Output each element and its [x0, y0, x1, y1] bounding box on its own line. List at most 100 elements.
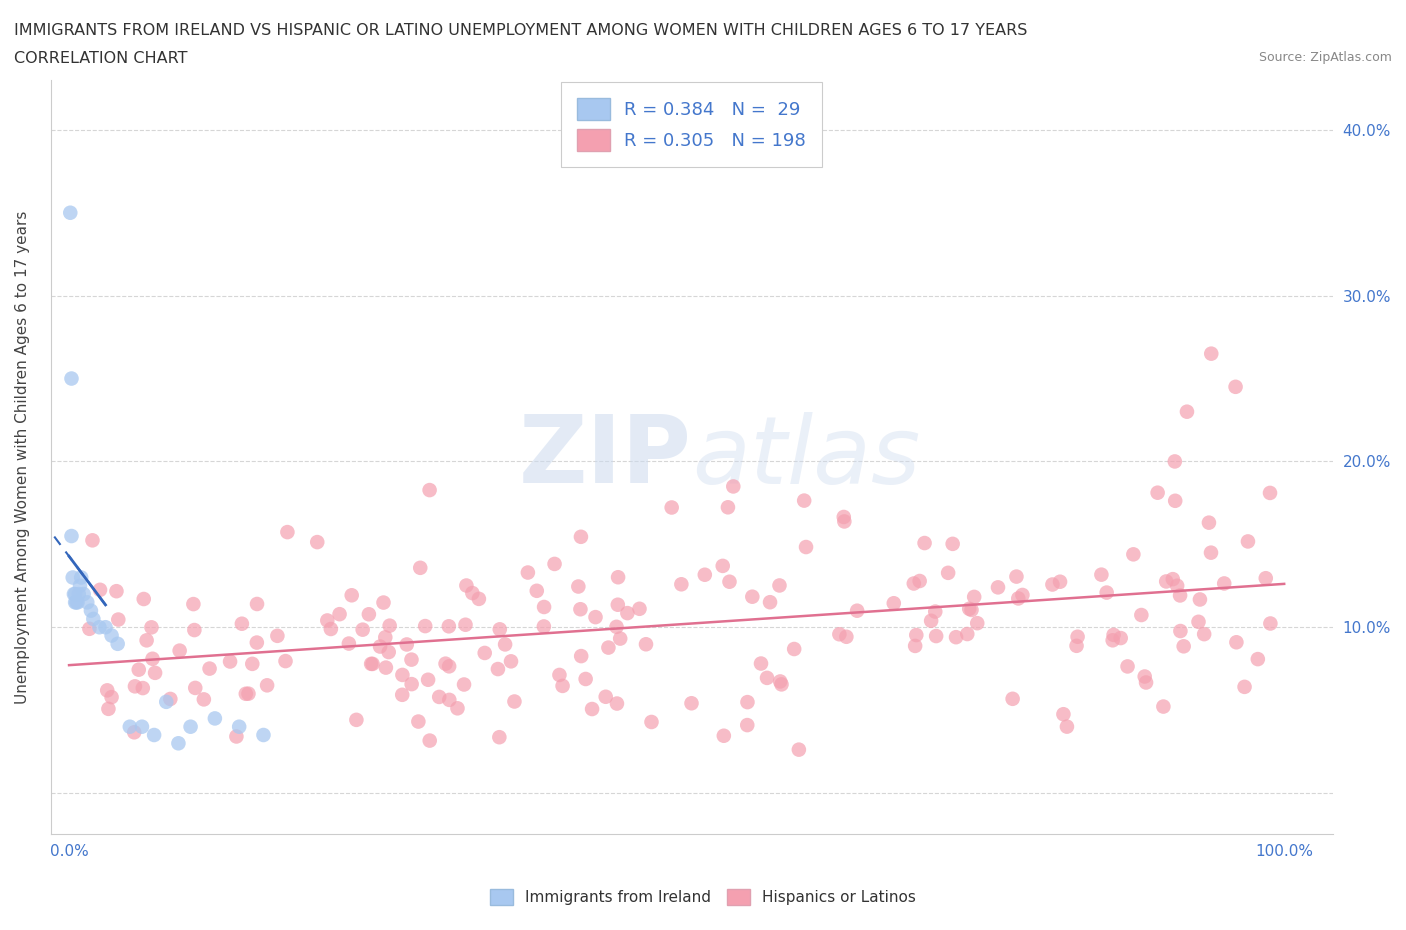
Point [437, 658, 460, 673]
Point [903, 576, 925, 591]
Point [1237, 534, 1260, 549]
Point [427, 689, 450, 704]
Point [488, 730, 510, 745]
Point [169, 644, 191, 658]
Point [228, 719, 250, 734]
Point [274, 654, 297, 669]
Point [1199, 545, 1222, 560]
Point [1146, 485, 1168, 500]
Point [1042, 578, 1064, 592]
Point [132, 591, 155, 606]
Y-axis label: Unemployment Among Women with Children Ages 6 to 17 years: Unemployment Among Women with Children A… [15, 210, 30, 704]
Point [395, 637, 418, 652]
Point [914, 536, 936, 551]
Point [461, 586, 484, 601]
Point [143, 727, 166, 742]
Point [1258, 485, 1281, 500]
Point [609, 631, 631, 646]
Point [1175, 405, 1198, 419]
Point [374, 630, 396, 644]
Point [737, 695, 759, 710]
Point [606, 597, 628, 612]
Point [945, 630, 967, 644]
Point [94, 619, 117, 634]
Point [225, 729, 247, 744]
Point [533, 619, 555, 634]
Point [82, 612, 104, 627]
Point [67, 587, 90, 602]
Point [352, 622, 374, 637]
Point [723, 479, 745, 494]
Point [391, 668, 413, 683]
Point [585, 610, 607, 625]
Point [987, 580, 1010, 595]
Point [143, 665, 166, 680]
Text: atlas: atlas [692, 412, 920, 503]
Point [846, 604, 869, 618]
Point [516, 565, 538, 580]
Point [832, 510, 855, 525]
Point [1007, 591, 1029, 605]
Point [533, 600, 555, 615]
Point [607, 570, 630, 585]
Point [198, 661, 221, 676]
Point [1102, 628, 1125, 643]
Point [100, 628, 122, 643]
Point [474, 645, 496, 660]
Point [105, 584, 128, 599]
Point [567, 579, 589, 594]
Point [1199, 346, 1222, 361]
Point [240, 657, 263, 671]
Text: Source: ZipAtlas.com: Source: ZipAtlas.com [1258, 51, 1392, 64]
Point [76, 595, 98, 610]
Point [1049, 575, 1071, 590]
Point [960, 603, 983, 618]
Point [204, 711, 226, 725]
Point [66, 595, 89, 610]
Point [419, 483, 441, 498]
Point [219, 654, 242, 669]
Point [107, 612, 129, 627]
Point [79, 621, 101, 636]
Point [1247, 652, 1270, 667]
Point [1170, 624, 1192, 639]
Point [454, 618, 477, 632]
Point [769, 674, 792, 689]
Point [741, 590, 763, 604]
Point [956, 627, 979, 642]
Point [1122, 547, 1144, 562]
Point [693, 567, 716, 582]
Point [794, 539, 817, 554]
Point [167, 736, 190, 751]
Point [80, 604, 103, 618]
Point [246, 596, 269, 611]
Point [569, 602, 592, 617]
Point [1130, 607, 1153, 622]
Point [246, 635, 269, 650]
Point [89, 619, 111, 634]
Point [63, 595, 86, 610]
Point [128, 662, 150, 677]
Point [1164, 454, 1187, 469]
Point [718, 575, 741, 590]
Point [605, 619, 627, 634]
Point [569, 529, 592, 544]
Point [118, 719, 141, 734]
Point [373, 595, 395, 610]
Point [307, 535, 329, 550]
Point [640, 714, 662, 729]
Point [966, 616, 988, 631]
Legend: Immigrants from Ireland, Hispanics or Latinos: Immigrants from Ireland, Hispanics or La… [482, 882, 924, 913]
Point [942, 537, 965, 551]
Point [1213, 576, 1236, 591]
Point [434, 657, 457, 671]
Point [1056, 719, 1078, 734]
Point [413, 618, 436, 633]
Point [793, 493, 815, 508]
Point [905, 628, 928, 643]
Point [904, 639, 927, 654]
Point [180, 719, 202, 734]
Point [329, 606, 352, 621]
Point [1001, 691, 1024, 706]
Point [238, 686, 260, 701]
